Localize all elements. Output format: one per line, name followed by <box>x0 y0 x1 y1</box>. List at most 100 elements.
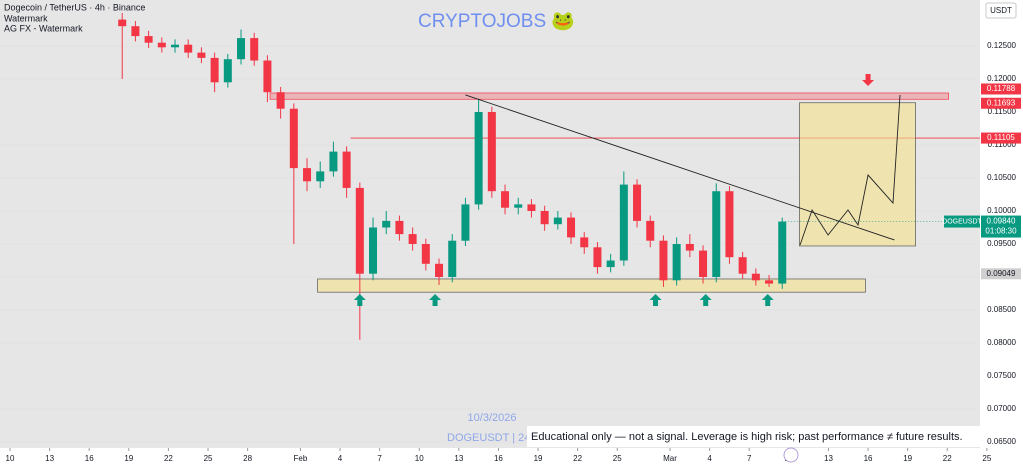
last-price-symbol: DOGEUSDT <box>942 218 982 225</box>
candle-body <box>303 168 312 182</box>
y-tick-label: 0.08500 <box>987 305 1016 314</box>
last-price-symbol-box <box>944 215 980 228</box>
support-level-label-box <box>981 268 1021 280</box>
candle-body <box>184 44 193 53</box>
y-tick-label: 0.07000 <box>987 404 1016 413</box>
candle-body <box>237 38 246 60</box>
replay-icon[interactable] <box>783 447 799 463</box>
candle-body <box>633 184 642 221</box>
chart-title: Dogecoin / TetherUS · 4h · Binance <box>4 2 145 12</box>
candle-body <box>210 57 219 83</box>
countdown: 01:08:30 <box>985 227 1017 236</box>
candle-body <box>316 171 325 182</box>
candle-body <box>395 220 404 235</box>
resistance-high-label: 0.11788 <box>987 84 1016 93</box>
buy-arrow <box>649 294 662 306</box>
y-tick-label: 0.10500 <box>987 173 1016 182</box>
candle-body <box>197 52 206 58</box>
candle-body <box>725 191 734 258</box>
candle-body <box>765 280 774 284</box>
candle-body <box>276 92 285 109</box>
candle-body <box>738 257 747 274</box>
y-tick-label: 0.07500 <box>987 371 1016 380</box>
trendline <box>465 94 895 241</box>
currency: USDT <box>990 6 1012 15</box>
candle-body <box>751 273 760 281</box>
y-tick-label: 0.11500 <box>988 107 1017 116</box>
candle-body <box>263 60 272 93</box>
candle-body <box>527 204 536 211</box>
time-scale <box>0 448 980 468</box>
buy-arrow <box>353 294 366 306</box>
candle-body <box>685 243 694 251</box>
candle-body <box>672 243 681 281</box>
candle-body <box>646 220 655 241</box>
x-tick-label: 7 <box>377 454 382 463</box>
y-tick-label: 0.11000 <box>988 140 1017 149</box>
x-tick-label: Mar <box>663 454 677 463</box>
watermark: CRYPTOJOBS 🐸 <box>418 10 575 32</box>
subtitle: AG FX - Watermark <box>4 23 83 33</box>
projection-path <box>799 94 901 246</box>
candle-body <box>474 112 483 205</box>
x-tick-label: 25 <box>982 454 991 463</box>
candle-body <box>448 240 457 277</box>
candle-body <box>144 36 153 43</box>
y-tick-label: 0.12000 <box>987 74 1016 83</box>
candle-body <box>593 247 602 268</box>
resistance-zone <box>269 92 949 100</box>
candle-body <box>131 26 140 37</box>
support-zone <box>317 278 866 293</box>
x-tick-label: 19 <box>534 454 543 463</box>
resistance-line-label: 0.11105 <box>987 133 1015 142</box>
x-tick-label: 13 <box>824 454 833 463</box>
target-zone <box>799 102 916 247</box>
x-tick-label: 25 <box>204 454 213 463</box>
y-tick-label: 0.06500 <box>987 437 1016 446</box>
candle-body <box>461 204 470 241</box>
x-tick-label: Feb <box>294 454 308 463</box>
candle-body <box>171 44 180 48</box>
y-tick-label: 0.09500 <box>987 239 1016 248</box>
resistance-low-label: 0.11693 <box>987 98 1016 107</box>
x-tick-label: 4 <box>707 454 712 463</box>
candle-body <box>580 237 589 248</box>
footer-date: 10/3/2026 <box>468 412 517 424</box>
x-tick-label: 7 <box>747 454 752 463</box>
candle-body <box>157 42 166 48</box>
subtitle: Watermark <box>4 13 48 23</box>
x-tick-label: 10 <box>415 454 424 463</box>
candle-body <box>250 38 259 61</box>
candle-body <box>553 217 562 225</box>
x-tick-label: 25 <box>613 454 622 463</box>
candle-body <box>408 234 417 244</box>
currency-box[interactable] <box>985 2 1017 19</box>
x-tick-label: 16 <box>864 454 873 463</box>
y-tick-label: 0.12500 <box>987 41 1016 50</box>
candle-body <box>382 220 391 228</box>
candle-body <box>435 263 444 277</box>
x-tick-label: 16 <box>85 454 94 463</box>
x-tick-label: 19 <box>124 454 133 463</box>
buy-arrow <box>699 294 712 306</box>
resistance-high-label-box <box>981 83 1021 95</box>
x-tick-label: 4 <box>338 454 343 463</box>
y-tick-label: 0.08000 <box>987 338 1016 347</box>
candle-body <box>699 250 708 277</box>
x-tick-label: 13 <box>45 454 54 463</box>
x-tick-label: 10 <box>6 454 15 463</box>
candle-body <box>514 204 523 208</box>
candle-body <box>659 240 668 281</box>
candle-body <box>778 221 787 284</box>
x-tick-label: 19 <box>903 454 912 463</box>
buy-arrow <box>429 294 442 306</box>
candle-body <box>712 191 721 277</box>
support-level-label: 0.09049 <box>987 269 1016 278</box>
candle-body <box>421 243 430 264</box>
candle-body <box>118 19 127 27</box>
x-tick-label: 13 <box>454 454 463 463</box>
disclaimer-box <box>527 426 985 447</box>
candle-body <box>342 151 351 188</box>
last-price-label: 0.09840 <box>987 217 1016 226</box>
